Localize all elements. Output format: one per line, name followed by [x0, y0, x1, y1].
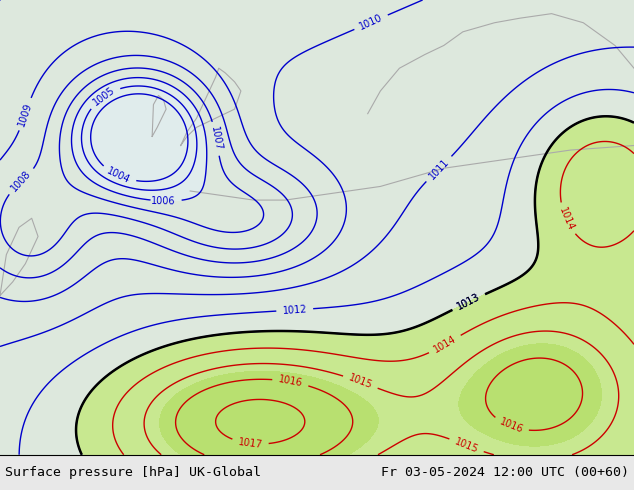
Text: 1015: 1015 [347, 373, 374, 391]
Text: 1006: 1006 [151, 196, 176, 206]
Text: 1014: 1014 [557, 206, 576, 232]
Text: 1013: 1013 [455, 292, 482, 312]
Text: 1015: 1015 [453, 436, 480, 455]
Text: 1005: 1005 [91, 85, 117, 108]
Text: 1016: 1016 [498, 417, 524, 436]
Text: 1016: 1016 [278, 375, 304, 389]
Text: 1017: 1017 [237, 437, 263, 450]
Text: Fr 03-05-2024 12:00 UTC (00+60): Fr 03-05-2024 12:00 UTC (00+60) [381, 466, 629, 479]
Text: 1010: 1010 [358, 13, 384, 32]
Text: 1007: 1007 [209, 125, 223, 152]
Text: Surface pressure [hPa] UK-Global: Surface pressure [hPa] UK-Global [5, 466, 261, 479]
Text: 1009: 1009 [16, 101, 34, 127]
Text: 1004: 1004 [105, 166, 132, 185]
Text: 1011: 1011 [427, 157, 451, 181]
Text: 1008: 1008 [10, 169, 33, 194]
Text: 1014: 1014 [432, 334, 458, 355]
Text: 1012: 1012 [282, 304, 307, 316]
Text: 1013: 1013 [455, 292, 482, 312]
